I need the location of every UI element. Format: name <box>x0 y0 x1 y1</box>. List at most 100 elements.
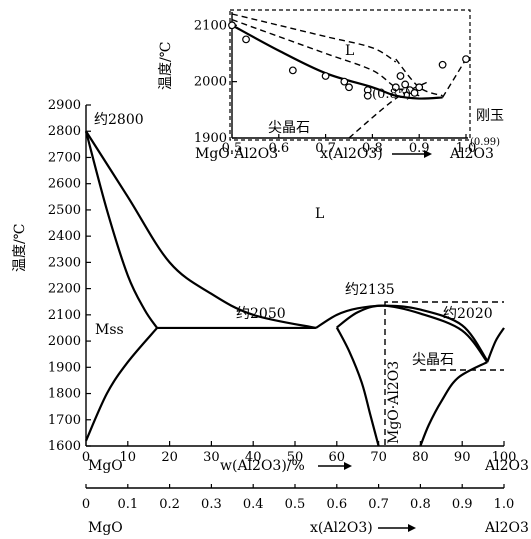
main-x-tick-label: 10 <box>120 450 137 465</box>
inset-x-right-end-label: Al2O3 <box>449 146 494 162</box>
second-axis-left-label: MgO <box>88 520 123 536</box>
main-y-tick-label: 2400 <box>48 229 81 244</box>
main-y-tick-label: 1700 <box>48 413 81 428</box>
inset-annotation-limit-x: (0.99) <box>470 137 500 148</box>
main-x-tick-label: 20 <box>161 450 178 465</box>
main-x-tick-label: 50 <box>287 450 304 465</box>
inset-data-point <box>288 66 297 75</box>
inset-data-point <box>415 83 424 92</box>
main-y-tick-label: 2900 <box>48 98 81 113</box>
main-phase-boundary-1 <box>84 130 158 329</box>
main-y-tick-label: 2700 <box>48 150 81 165</box>
label-spinel-formula: MgO·Al2O3 <box>386 361 402 444</box>
inset-label-spinel: 尖晶石 <box>268 120 310 136</box>
inset-phase-boundary-3 <box>442 58 467 98</box>
main-x-tick-label: 40 <box>245 450 262 465</box>
main-x-tick-label: 0 <box>82 450 90 465</box>
second-x-tick-label: 0 <box>82 497 90 512</box>
x-axis-label-wt: w(Al2O3)/% <box>220 458 305 474</box>
inset-data-point <box>391 83 400 92</box>
second-axis-label: x(Al2O3) <box>310 520 373 536</box>
inset-data-point <box>228 21 236 30</box>
inset-data-point <box>396 72 405 80</box>
inset-data-point <box>401 80 410 89</box>
inset-frame <box>229 9 471 141</box>
main-x-ticks: 0 10 20 30 40 50 60 70 80 90 100 <box>82 441 517 465</box>
inset-data-point <box>321 72 330 80</box>
x-left-end-label: MgO <box>88 458 123 474</box>
main-phase-boundary-0 <box>85 130 317 330</box>
inset-data-point <box>410 89 419 97</box>
second-x-tick-label: 0.8 <box>410 497 431 512</box>
inset-y-ticks: 1900 2000 2100 <box>194 18 237 146</box>
main-phase-boundary-5 <box>336 304 489 363</box>
x-right-end-label: Al2O3 <box>484 458 529 474</box>
inset-x-axis-arrowhead <box>424 150 432 158</box>
annotation-mgo-melt: 约2800 <box>94 112 144 128</box>
annotation-spinel-melt: 约2135 <box>345 282 395 298</box>
main-y-axis-label: 温度/℃ <box>12 224 28 272</box>
second-axis-arrowhead <box>408 524 416 532</box>
main-x-tick-label: 100 <box>492 450 517 465</box>
annotation-eutectic-right: 约2020 <box>443 306 493 322</box>
spinel-dashed-box <box>384 301 504 445</box>
label-mss: Mss <box>95 322 124 338</box>
main-phase-boundary-7 <box>419 361 488 447</box>
inset-points <box>228 21 470 100</box>
main-x-tick-label: 70 <box>370 450 387 465</box>
main-y-tick-label: 2800 <box>48 124 81 139</box>
inset-label-liquid: L <box>345 43 354 59</box>
main-y-ticks: 1600 1700 1800 1900 2000 2100 2200 2300 2400 2500… <box>48 98 91 454</box>
inset-phase-boundary-1 <box>231 13 397 63</box>
inset-x-tick-label: 0.5 <box>222 141 243 156</box>
second-x-tick-label: 0.6 <box>326 497 347 512</box>
main-x-tick-label: 60 <box>329 450 346 465</box>
inset-x-axis-label: x(Al2O3) <box>320 146 383 162</box>
main-y-tick-label: 1900 <box>48 360 81 375</box>
second-x-tick-label: 0.9 <box>452 497 473 512</box>
label-liquid: L <box>315 206 324 222</box>
inset-data-point <box>340 77 349 86</box>
inset-y-tick-label: 2000 <box>194 75 227 90</box>
inset-phase-boundary-0 <box>231 24 443 100</box>
second-x-ticks: 0 0.1 0.2 0.3 0.4 0.5 0.6 0.7 0.8 0.9 1.0 <box>82 484 514 512</box>
annotation-eutectic-left: 约2050 <box>236 306 286 322</box>
second-x-tick-label: 0.7 <box>368 497 389 512</box>
label-spinel: 尖晶石 <box>412 352 454 368</box>
inset-x-left-end-label: MgO·Al2O3 <box>195 146 278 162</box>
inset-data-point <box>462 55 470 63</box>
main-chart: 1600 1700 1800 1900 20 0 0 2100 2200 2300 2400 2500… <box>12 98 529 536</box>
main-x-tick-label: 30 <box>203 450 220 465</box>
main-y-tick-label: 1800 <box>48 387 81 402</box>
inset-data-point <box>363 91 372 100</box>
inset-data-point <box>345 83 353 92</box>
inset-data-point <box>438 60 447 69</box>
main-y-tick-label: 2100 <box>48 308 81 323</box>
second-x-tick-label: 0.2 <box>159 497 180 512</box>
main-x-tick-label: 80 <box>412 450 429 465</box>
second-x-tick-label: 0.5 <box>285 497 306 512</box>
inset-data-point <box>242 35 250 44</box>
inset-y-tick-label: 2100 <box>194 18 227 33</box>
main-phase-boundary-3 <box>84 327 158 442</box>
main-y-tick-label: 2300 <box>48 255 81 270</box>
main-curves <box>84 130 505 447</box>
main-y-tick-label: 2500 <box>48 203 81 218</box>
main-y-tick-label: 1600 <box>48 439 81 454</box>
inset-x-tick-label: 0.7 <box>315 141 336 156</box>
second-axis-right-label: Al2O3 <box>484 520 529 536</box>
main-phase-boundary-6 <box>335 326 380 447</box>
inset-y-axis-label: 温度/℃ <box>158 42 174 90</box>
main-y-tick-label: 2200 <box>48 282 81 297</box>
inset-x-tick-label: 1.0 <box>456 141 477 156</box>
inset-x-tick-label: 0.6 <box>268 141 289 156</box>
inset-x-ticks: 0.5 0.6 0.7 0.8 0.9 1.0 <box>222 134 477 156</box>
main-y-tick-label: 2600 <box>48 177 81 192</box>
inset-y-tick-label: 1900 <box>194 131 227 146</box>
inset-x-tick-label: 0.8 <box>362 141 383 156</box>
second-x-tick-label: 0.3 <box>201 497 222 512</box>
x-axis-arrowhead <box>344 462 352 470</box>
second-x-tick-label: 1.0 <box>494 497 515 512</box>
